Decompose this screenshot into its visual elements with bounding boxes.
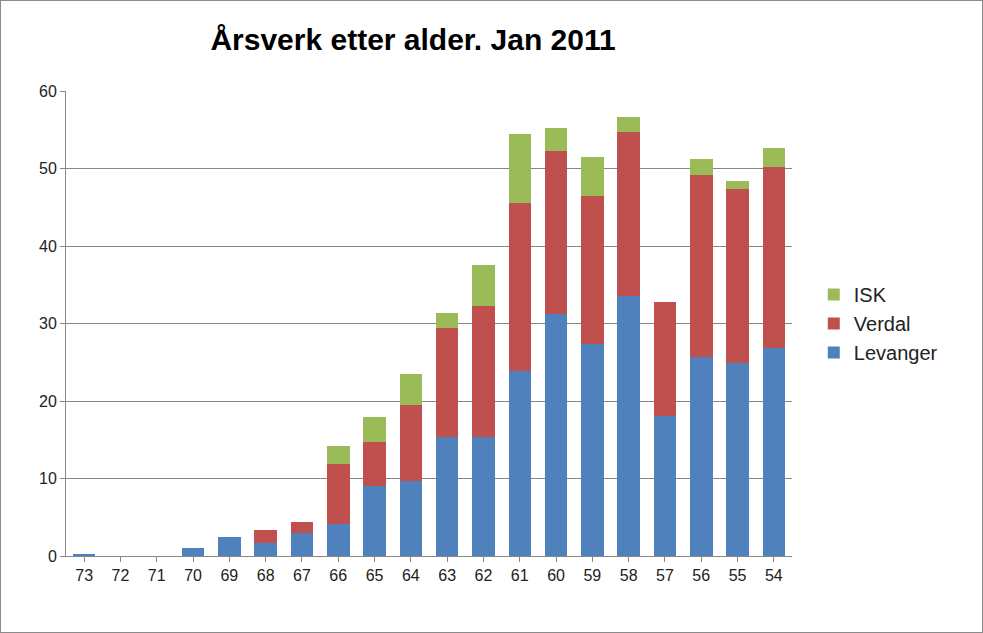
svg-text:30: 30 — [39, 315, 57, 332]
svg-text:Levanger: Levanger — [854, 342, 938, 364]
svg-text:57: 57 — [656, 567, 674, 584]
svg-text:10: 10 — [39, 470, 57, 487]
svg-text:64: 64 — [402, 567, 420, 584]
svg-text:63: 63 — [438, 567, 456, 584]
svg-text:71: 71 — [148, 567, 166, 584]
svg-text:20: 20 — [39, 393, 57, 410]
svg-text:66: 66 — [329, 567, 347, 584]
svg-text:56: 56 — [692, 567, 710, 584]
svg-text:69: 69 — [220, 567, 238, 584]
svg-text:54: 54 — [765, 567, 783, 584]
svg-text:60: 60 — [547, 567, 565, 584]
svg-text:50: 50 — [39, 160, 57, 177]
svg-text:67: 67 — [293, 567, 311, 584]
svg-text:Årsverk etter alder. Jan 2011: Årsverk etter alder. Jan 2011 — [210, 23, 615, 56]
svg-text:59: 59 — [583, 567, 601, 584]
svg-text:73: 73 — [75, 567, 93, 584]
svg-text:61: 61 — [511, 567, 529, 584]
svg-text:68: 68 — [257, 567, 275, 584]
svg-text:ISK: ISK — [854, 284, 887, 306]
svg-text:72: 72 — [112, 567, 130, 584]
svg-text:65: 65 — [366, 567, 384, 584]
svg-text:58: 58 — [620, 567, 638, 584]
svg-text:0: 0 — [48, 548, 57, 565]
svg-text:40: 40 — [39, 238, 57, 255]
svg-text:Verdal: Verdal — [854, 313, 911, 335]
svg-text:60: 60 — [39, 83, 57, 100]
svg-text:62: 62 — [475, 567, 493, 584]
svg-text:70: 70 — [184, 567, 202, 584]
svg-text:55: 55 — [729, 567, 747, 584]
